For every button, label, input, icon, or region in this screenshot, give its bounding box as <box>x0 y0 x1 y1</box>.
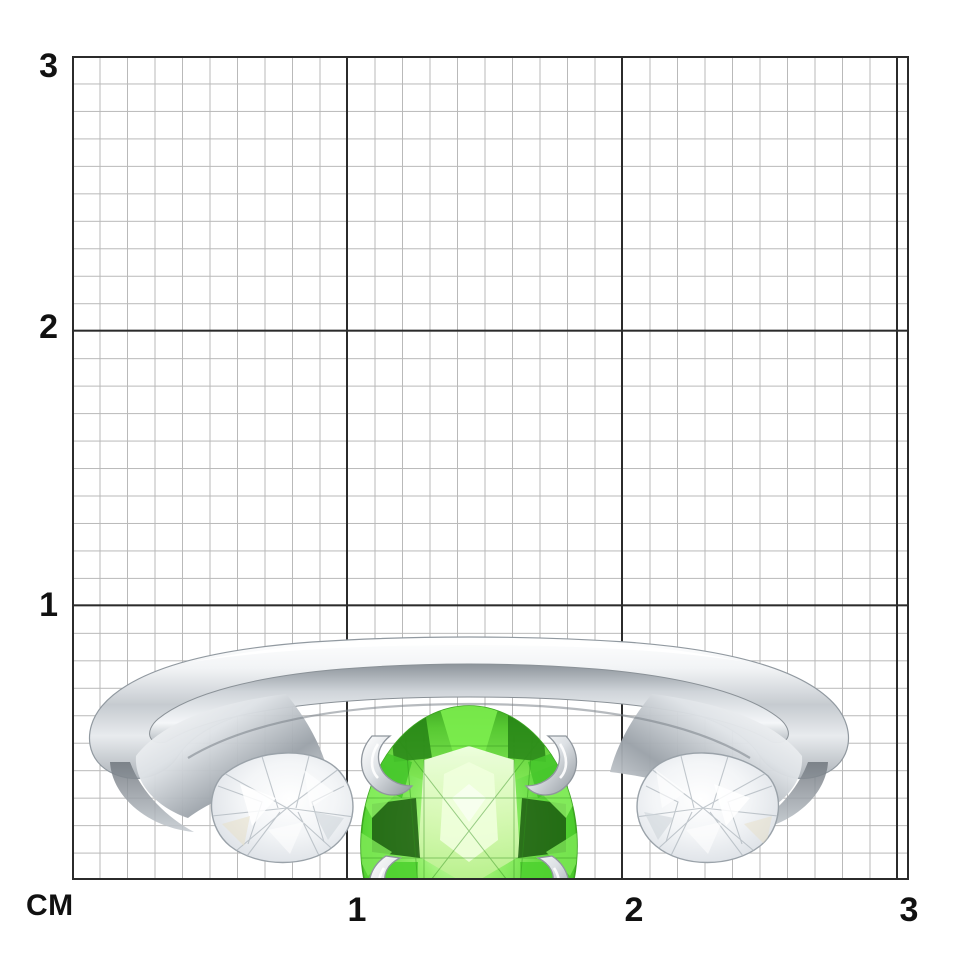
band-left-shoulder <box>135 694 328 818</box>
prong-lower-left <box>369 855 403 880</box>
prong-upper-right <box>524 735 578 796</box>
band-contact-line <box>187 702 751 759</box>
product-photo <box>72 56 909 880</box>
prong-set <box>360 735 578 880</box>
unit-label: CM <box>26 889 74 922</box>
band-right-underedge <box>744 762 828 832</box>
y-axis-tick-2: 2 <box>39 308 58 346</box>
side-stone-left-sparkle <box>222 770 344 854</box>
x-axis-tick-2: 2 <box>624 891 644 929</box>
y-axis-tick-3: 3 <box>39 47 58 85</box>
x-axis-tick-1: 1 <box>347 891 367 929</box>
x-axis-tick-3: 3 <box>899 891 919 929</box>
band-left-underedge <box>110 762 194 832</box>
side-stone-left <box>210 752 354 864</box>
band-highlight <box>192 638 746 662</box>
prong-lower-right <box>535 855 569 880</box>
ring-illustration <box>88 636 850 880</box>
y-axis-tick-1: 1 <box>39 586 58 624</box>
side-stone-right-sparkle <box>644 770 772 854</box>
prong-upper-left <box>360 735 414 796</box>
